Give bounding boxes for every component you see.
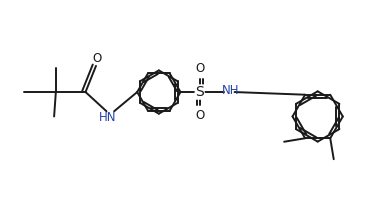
Text: O: O [195,109,204,122]
Text: O: O [195,62,204,75]
Text: NH: NH [222,85,240,97]
Text: HN: HN [98,111,116,124]
Text: S: S [195,85,204,99]
Text: O: O [93,52,102,65]
